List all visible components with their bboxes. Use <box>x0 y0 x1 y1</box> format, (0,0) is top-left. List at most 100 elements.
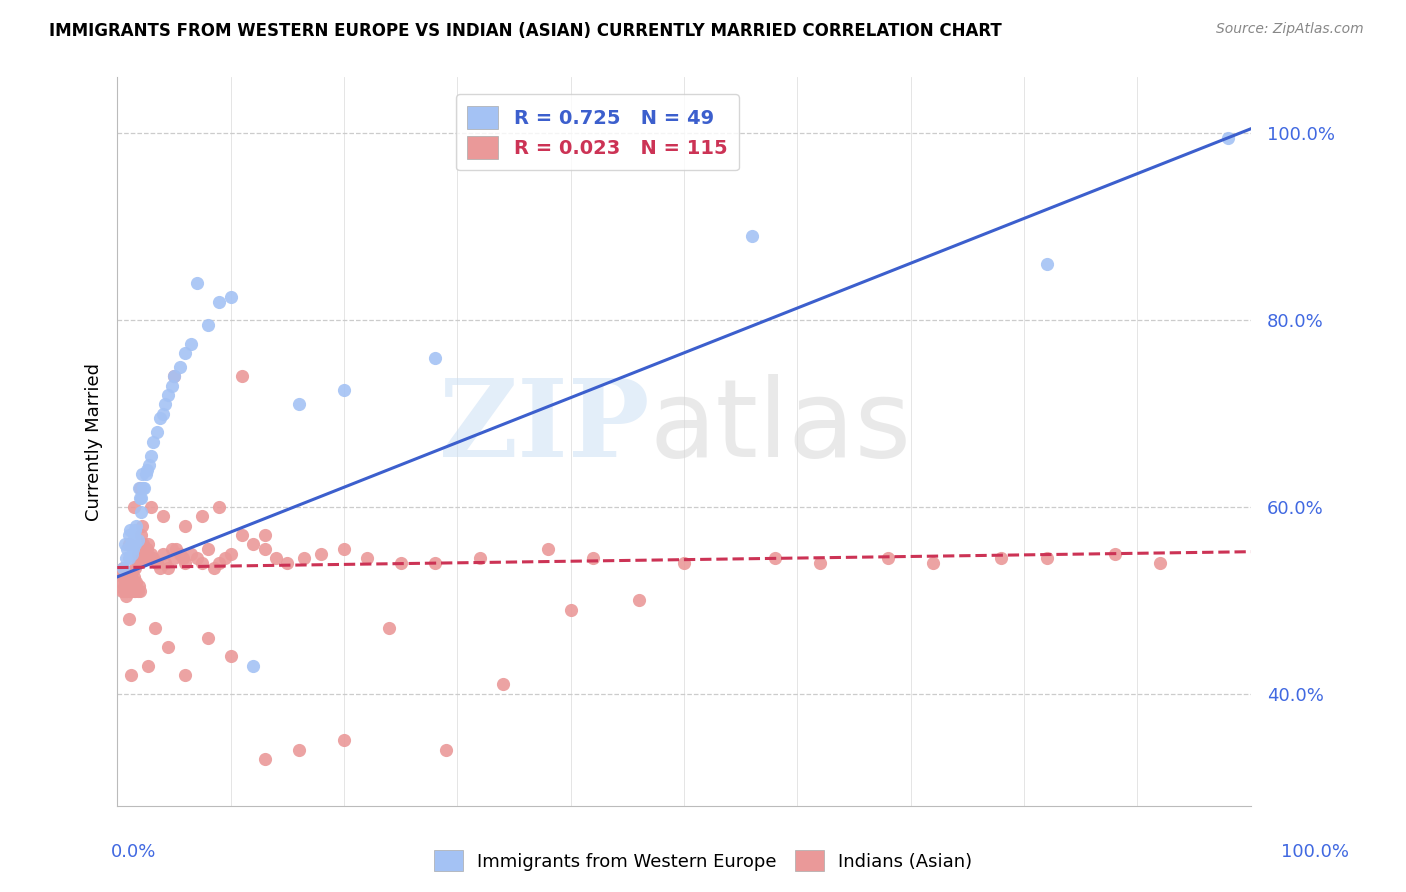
Point <box>117 566 139 580</box>
Point <box>120 668 142 682</box>
Point <box>231 528 253 542</box>
Point <box>922 556 945 570</box>
Point <box>111 560 134 574</box>
Point <box>378 621 401 635</box>
Point <box>122 541 145 556</box>
Point <box>138 458 160 472</box>
Point <box>333 733 356 747</box>
Point <box>125 574 148 589</box>
Point <box>582 551 605 566</box>
Point <box>333 541 356 556</box>
Point <box>253 528 276 542</box>
Point <box>122 500 145 514</box>
Point <box>128 537 150 551</box>
Point <box>122 533 145 547</box>
Point <box>242 537 264 551</box>
Point <box>1149 556 1171 570</box>
Point <box>174 346 197 360</box>
Point <box>163 369 186 384</box>
Point <box>202 560 225 574</box>
Point <box>219 290 242 304</box>
Point <box>356 551 378 566</box>
Point <box>122 583 145 598</box>
Point <box>152 547 174 561</box>
Point <box>129 491 152 505</box>
Point <box>208 500 231 514</box>
Point <box>112 583 135 598</box>
Point <box>242 658 264 673</box>
Point <box>1035 551 1057 566</box>
Point <box>180 547 202 561</box>
Point <box>231 369 253 384</box>
Point <box>560 602 582 616</box>
Point <box>146 556 169 570</box>
Point <box>136 658 159 673</box>
Point <box>128 551 150 566</box>
Point <box>127 556 149 570</box>
Point <box>111 570 134 584</box>
Point <box>134 551 156 566</box>
Point <box>157 640 180 654</box>
Point <box>165 541 187 556</box>
Point <box>124 523 146 537</box>
Point <box>131 518 153 533</box>
Point <box>287 397 309 411</box>
Point <box>120 537 142 551</box>
Point <box>197 318 219 332</box>
Point <box>117 574 139 589</box>
Point <box>121 583 143 598</box>
Point <box>468 551 491 566</box>
Point <box>127 583 149 598</box>
Point <box>877 551 900 566</box>
Point <box>124 537 146 551</box>
Point <box>121 547 143 561</box>
Point <box>122 528 145 542</box>
Point <box>157 388 180 402</box>
Point <box>169 547 191 561</box>
Point <box>808 556 831 570</box>
Point <box>191 556 214 570</box>
Point <box>141 547 163 561</box>
Point <box>120 574 142 589</box>
Point <box>253 752 276 766</box>
Text: 100.0%: 100.0% <box>1281 843 1348 861</box>
Text: atlas: atlas <box>650 374 912 480</box>
Point <box>174 518 197 533</box>
Point <box>117 541 139 556</box>
Point <box>124 560 146 574</box>
Point <box>287 742 309 756</box>
Point <box>219 547 242 561</box>
Text: 0.0%: 0.0% <box>111 843 156 861</box>
Point <box>132 481 155 495</box>
Point <box>434 742 457 756</box>
Y-axis label: Currently Married: Currently Married <box>86 362 103 521</box>
Point <box>197 541 219 556</box>
Point <box>163 551 186 566</box>
Point <box>132 537 155 551</box>
Point <box>118 583 141 598</box>
Point <box>120 579 142 593</box>
Point <box>141 449 163 463</box>
Point <box>169 359 191 374</box>
Point <box>111 583 134 598</box>
Point <box>128 481 150 495</box>
Point <box>115 551 138 566</box>
Point <box>627 593 650 607</box>
Point <box>264 551 287 566</box>
Point <box>163 369 186 384</box>
Point <box>135 547 157 561</box>
Point <box>124 583 146 598</box>
Point <box>122 579 145 593</box>
Point <box>129 504 152 518</box>
Point <box>219 649 242 664</box>
Point <box>118 570 141 584</box>
Point <box>160 378 183 392</box>
Point <box>143 621 166 635</box>
Point <box>112 579 135 593</box>
Point <box>1216 131 1239 145</box>
Point <box>672 556 695 570</box>
Point <box>309 547 332 561</box>
Point <box>1104 547 1126 561</box>
Point <box>214 551 236 566</box>
Point <box>115 583 138 598</box>
